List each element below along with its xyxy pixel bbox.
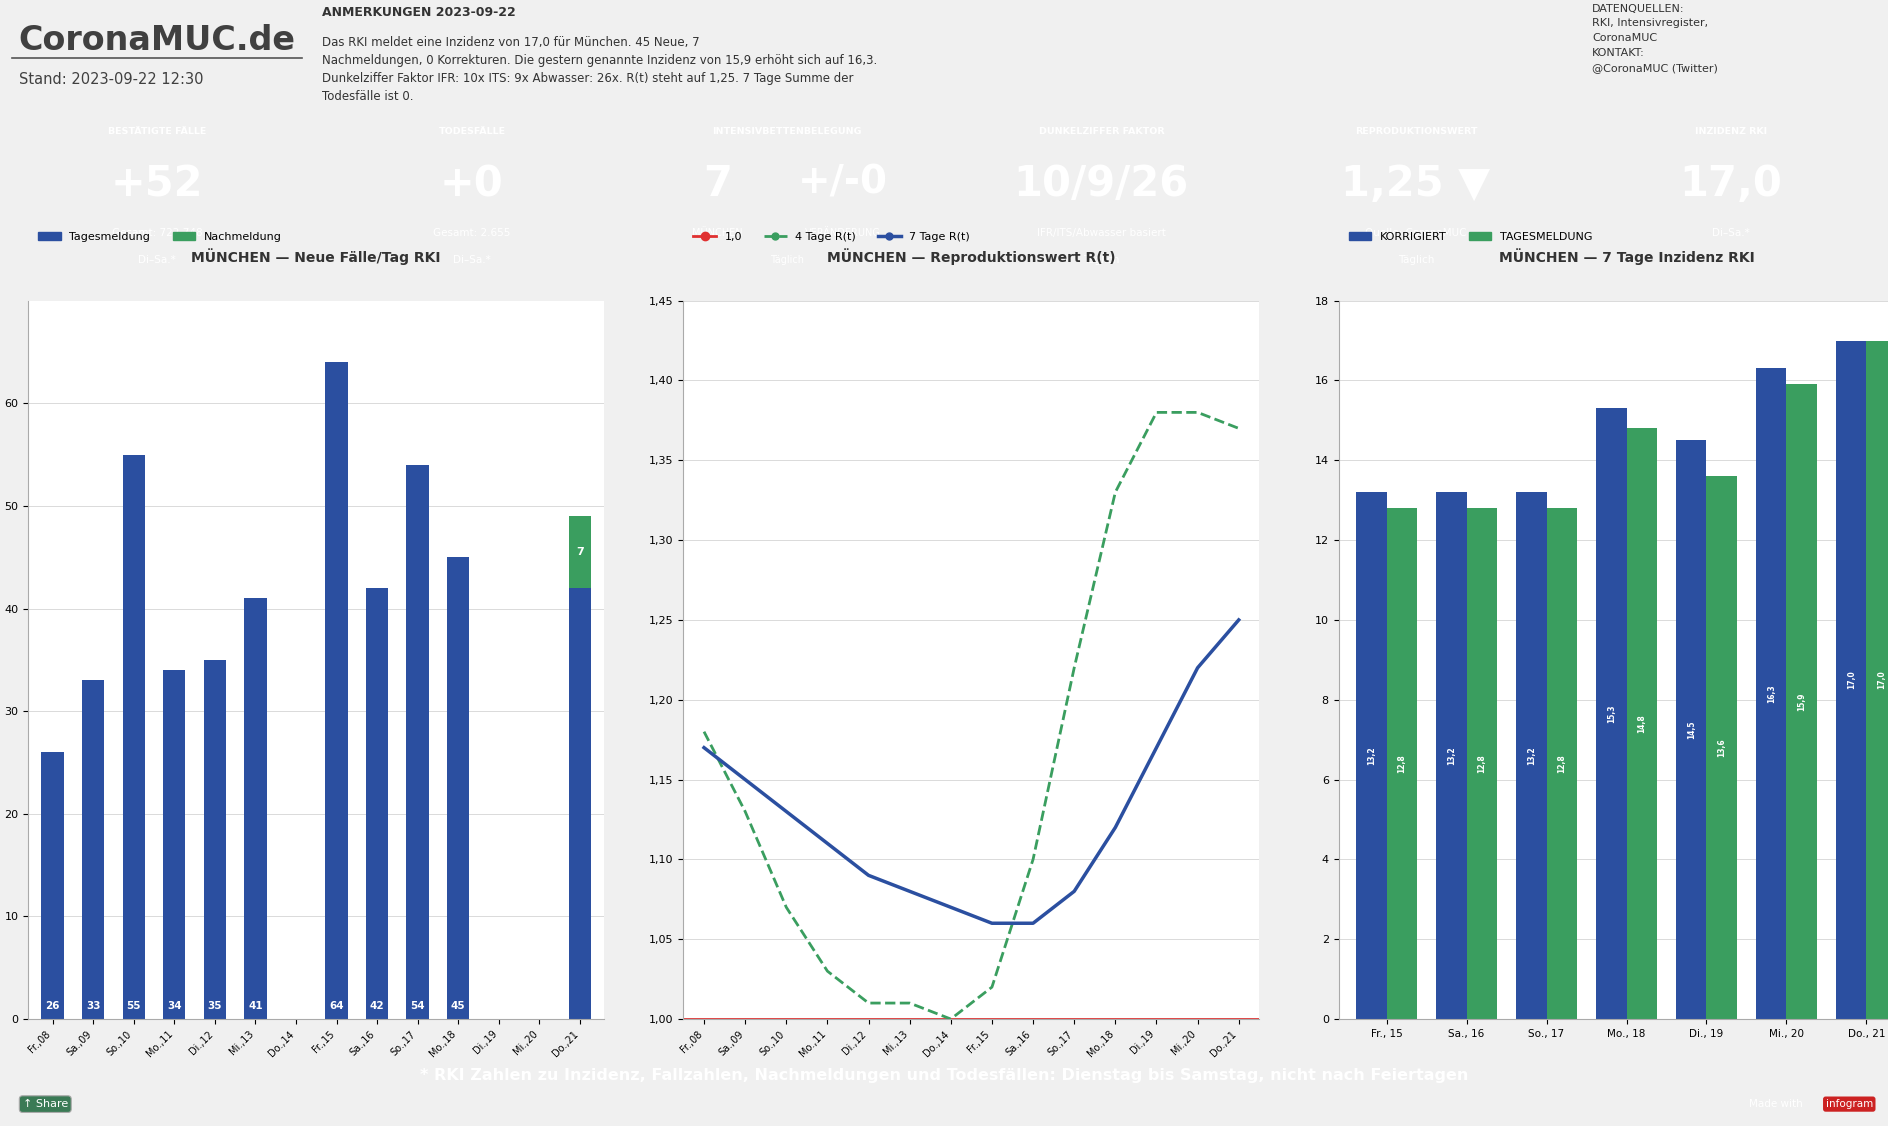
Bar: [42, 752, 64, 1019]
Text: 35: 35: [208, 1001, 223, 1011]
Text: 12,8: 12,8: [1397, 754, 1407, 772]
Bar: [1467, 508, 1497, 1019]
Text: VERÄNDERUNG: VERÄNDERUNG: [806, 227, 882, 238]
Text: 15,3: 15,3: [1607, 705, 1616, 723]
Bar: [1516, 492, 1546, 1019]
Text: 17,0: 17,0: [1678, 163, 1782, 205]
Bar: [406, 465, 429, 1019]
Text: CoronaMUC.de: CoronaMUC.de: [19, 24, 296, 57]
Bar: [1627, 428, 1658, 1019]
Text: 13,2: 13,2: [1367, 747, 1376, 765]
Text: Gesamt: 2.655: Gesamt: 2.655: [434, 227, 510, 238]
Text: Di–Sa.*: Di–Sa.*: [453, 256, 491, 266]
Bar: [366, 588, 389, 1019]
Text: Das RKI meldet eine Inzidenz von 17,0 für München. 45 Neue, 7
Nachmeldungen, 0 K: Das RKI meldet eine Inzidenz von 17,0 fü…: [321, 36, 876, 104]
Bar: [1356, 492, 1386, 1019]
Text: DUNKELZIFFER FAKTOR: DUNKELZIFFER FAKTOR: [1038, 126, 1165, 135]
Text: 17,0: 17,0: [1846, 670, 1856, 689]
Text: ↑ Share: ↑ Share: [23, 1099, 68, 1109]
Text: 26: 26: [45, 1001, 60, 1011]
Text: 16,3: 16,3: [1767, 685, 1777, 703]
Text: 54: 54: [410, 1001, 425, 1011]
Bar: [1786, 384, 1816, 1019]
Bar: [447, 557, 470, 1019]
Bar: [123, 455, 145, 1019]
Text: 15,9: 15,9: [1797, 692, 1807, 711]
Text: +/-0: +/-0: [799, 163, 889, 202]
Legend: Tagesmeldung, Nachmeldung: Tagesmeldung, Nachmeldung: [34, 227, 285, 247]
Bar: [1386, 508, 1418, 1019]
Text: 12,8: 12,8: [1558, 754, 1567, 772]
Title: MÜNCHEN — 7 Tage Inzidenz RKI: MÜNCHEN — 7 Tage Inzidenz RKI: [1499, 248, 1754, 265]
Bar: [162, 670, 185, 1019]
Text: IFR/ITS/Abwasser basiert: IFR/ITS/Abwasser basiert: [1037, 227, 1165, 238]
Text: 64: 64: [329, 1001, 344, 1011]
Text: 45: 45: [451, 1001, 466, 1011]
Bar: [1756, 368, 1786, 1019]
Text: Täglich: Täglich: [1397, 256, 1435, 266]
Bar: [1437, 492, 1467, 1019]
Bar: [1707, 476, 1737, 1019]
Text: ANMERKUNGEN 2023-09-22: ANMERKUNGEN 2023-09-22: [321, 6, 515, 19]
Text: Di–Sa.*: Di–Sa.*: [1712, 227, 1750, 238]
Text: Stand: 2023-09-22 12:30: Stand: 2023-09-22 12:30: [19, 72, 204, 88]
Text: Di–Sa.*: Di–Sa.*: [138, 256, 176, 266]
Legend: KORRIGIERT, TAGESMELDUNG: KORRIGIERT, TAGESMELDUNG: [1344, 227, 1597, 247]
Title: MÜNCHEN — Reproduktionswert R(t): MÜNCHEN — Reproduktionswert R(t): [827, 248, 1116, 265]
Text: 17,0: 17,0: [1877, 670, 1886, 689]
Text: 14,5: 14,5: [1686, 721, 1695, 739]
Text: 14,8: 14,8: [1637, 714, 1646, 733]
Legend: 1,0, 4 Tage R(t), 7 Tage R(t): 1,0, 4 Tage R(t), 7 Tage R(t): [689, 227, 974, 247]
Text: 10/9/26: 10/9/26: [1014, 163, 1189, 205]
Text: 13,6: 13,6: [1718, 739, 1726, 757]
Text: INZIDENZ RKI: INZIDENZ RKI: [1695, 126, 1767, 135]
Bar: [244, 598, 266, 1019]
Text: DATENQUELLEN:
RKI, Intensivregister,
CoronaMUC
KONTAKT:
@CoronaMUC (Twitter): DATENQUELLEN: RKI, Intensivregister, Cor…: [1592, 3, 1718, 73]
Text: 55: 55: [126, 1001, 142, 1011]
Text: 7: 7: [576, 547, 583, 557]
Text: Quelle: CoronaMUC: Quelle: CoronaMUC: [1365, 227, 1467, 238]
Bar: [1835, 340, 1867, 1019]
Bar: [81, 680, 104, 1019]
Title: MÜNCHEN — Neue Fälle/Tag RKI: MÜNCHEN — Neue Fälle/Tag RKI: [191, 248, 442, 265]
Bar: [1546, 508, 1576, 1019]
Text: REPRODUKTIONSWERT: REPRODUKTIONSWERT: [1356, 126, 1476, 135]
Bar: [568, 588, 591, 1019]
Text: Made with: Made with: [1750, 1099, 1803, 1109]
Text: Täglich: Täglich: [770, 256, 804, 266]
Text: 34: 34: [166, 1001, 181, 1011]
Text: 12,8: 12,8: [1476, 754, 1486, 772]
Text: 13,2: 13,2: [1446, 747, 1456, 765]
Bar: [568, 516, 591, 588]
Text: INTENSIVBETTENBELEGUNG: INTENSIVBETTENBELEGUNG: [712, 126, 861, 135]
Bar: [204, 660, 227, 1019]
Bar: [1595, 409, 1626, 1019]
Text: +52: +52: [111, 163, 204, 205]
Text: MÜNCHEN: MÜNCHEN: [693, 227, 742, 238]
Text: Gesamt: 722.748: Gesamt: 722.748: [111, 227, 202, 238]
Text: 7: 7: [702, 163, 733, 205]
Text: 33: 33: [87, 1001, 100, 1011]
Bar: [1867, 340, 1888, 1019]
Text: * RKI Zahlen zu Inzidenz, Fallzahlen, Nachmeldungen und Todesfällen: Dienstag bi: * RKI Zahlen zu Inzidenz, Fallzahlen, Na…: [419, 1067, 1469, 1083]
Text: 1,25 ▼: 1,25 ▼: [1342, 163, 1490, 205]
Bar: [1677, 440, 1707, 1019]
Text: infogram: infogram: [1826, 1099, 1873, 1109]
Text: 41: 41: [247, 1001, 262, 1011]
Text: 42: 42: [370, 1001, 385, 1011]
Text: TODESFÄLLE: TODESFÄLLE: [438, 126, 506, 135]
Text: BESTÄTIGTE FÄLLE: BESTÄTIGTE FÄLLE: [108, 126, 206, 135]
Text: +0: +0: [440, 163, 504, 205]
Text: Täglich: Täglich: [1084, 256, 1120, 266]
Text: 13,2: 13,2: [1527, 747, 1535, 765]
Bar: [325, 363, 347, 1019]
